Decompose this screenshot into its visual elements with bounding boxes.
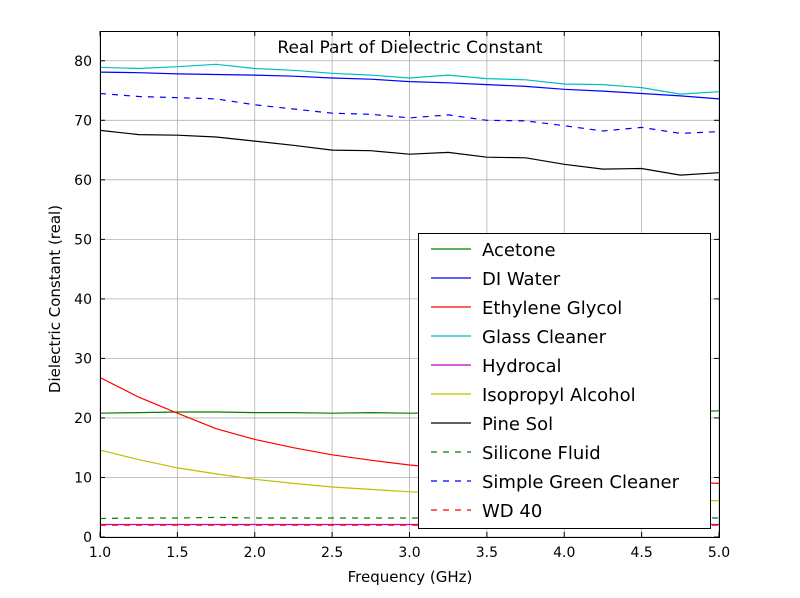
chart-title: Real Part of Dielectric Constant bbox=[277, 38, 542, 58]
legend-label: Simple Green Cleaner bbox=[482, 472, 680, 493]
plot-frame bbox=[100, 31, 720, 538]
x-tick-label: 2.0 bbox=[244, 545, 266, 561]
series-line-pine-sol bbox=[99, 129, 720, 176]
series-line-glass-cleaner bbox=[99, 63, 720, 95]
x-tick-label: 3.0 bbox=[398, 545, 420, 561]
legend-label: Isopropyl Alcohol bbox=[482, 385, 636, 406]
y-tick-label: 80 bbox=[74, 54, 92, 70]
y-tick-label: 30 bbox=[74, 351, 92, 367]
y-tick-label: 40 bbox=[74, 292, 92, 308]
y-tick-label: 60 bbox=[74, 173, 92, 189]
y-tick-label: 0 bbox=[83, 530, 92, 546]
legend-label: WD 40 bbox=[482, 501, 542, 522]
legend-label: Silicone Fluid bbox=[482, 443, 601, 464]
legend-label: Acetone bbox=[482, 240, 556, 261]
legend-label: DI Water bbox=[482, 269, 561, 290]
x-tick-label: 4.5 bbox=[630, 545, 652, 561]
legend-label: Glass Cleaner bbox=[482, 327, 607, 348]
x-tick-label: 5.0 bbox=[708, 545, 730, 561]
legend-label: Ethylene Glycol bbox=[482, 298, 622, 319]
legend-label: Pine Sol bbox=[482, 414, 553, 435]
x-tick-label: 4.0 bbox=[553, 545, 575, 561]
y-axis-label: Dielectric Constant (real) bbox=[46, 205, 64, 393]
legend: Acetone DI Water Ethylene Glycol Glass Clea… bbox=[418, 233, 711, 529]
x-tick-label: 2.5 bbox=[321, 545, 343, 561]
axis-ticks: 1.0 1.5 2.0 2.5 3.0 3.5 4.0 4.5 5.0 0 10 20 30 40 50 60… bbox=[74, 31, 730, 561]
y-tick-label: 10 bbox=[74, 470, 92, 486]
y-tick-label: 70 bbox=[74, 113, 92, 129]
y-tick-label: 20 bbox=[74, 411, 92, 427]
y-tick-label: 50 bbox=[74, 232, 92, 248]
x-tick-label: 1.0 bbox=[89, 545, 111, 561]
x-tick-label: 3.5 bbox=[476, 545, 498, 561]
legend-label: Hydrocal bbox=[482, 356, 562, 377]
x-tick-label: 1.5 bbox=[166, 545, 188, 561]
series-line-di-water bbox=[99, 71, 720, 100]
legend-box bbox=[418, 233, 711, 529]
series-line-simple-green-cleaner bbox=[99, 92, 720, 135]
x-axis-label: Frequency (GHz) bbox=[348, 568, 473, 586]
